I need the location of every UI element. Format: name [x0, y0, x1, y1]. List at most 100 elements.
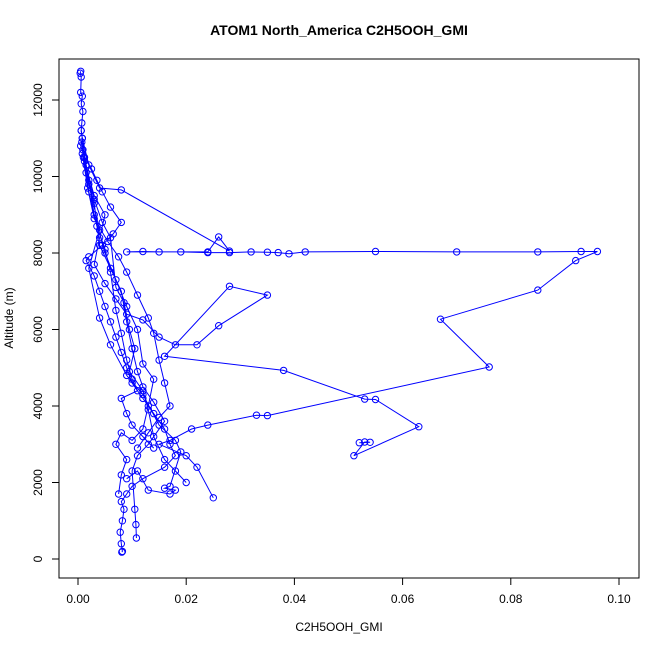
data-point	[144, 314, 153, 322]
data-point	[182, 452, 190, 460]
data-point	[285, 250, 293, 258]
data-point	[106, 318, 115, 326]
data-point	[106, 341, 115, 349]
series	[79, 153, 423, 460]
data-point	[166, 440, 174, 448]
data-point	[76, 69, 84, 77]
data-point	[90, 195, 98, 204]
x-tick-label: 0.04	[283, 592, 307, 606]
data-point	[263, 248, 272, 256]
data-point	[177, 248, 185, 256]
data-point	[128, 436, 136, 445]
series-line	[81, 142, 166, 539]
data-point	[128, 467, 136, 475]
data-point	[117, 471, 126, 479]
data-point	[117, 186, 126, 194]
data-point	[133, 467, 142, 475]
data-point	[112, 283, 120, 292]
data-point	[118, 548, 126, 556]
data-point	[225, 248, 234, 257]
series-line	[81, 153, 171, 449]
data-point	[160, 484, 169, 492]
data-point	[415, 423, 423, 431]
data-point	[144, 406, 153, 414]
data-point	[85, 264, 93, 272]
data-point	[577, 247, 585, 256]
data-point	[120, 505, 128, 513]
data-point	[117, 394, 126, 403]
data-point	[350, 452, 358, 460]
y-tick-label: 10000	[31, 159, 45, 193]
data-point	[453, 248, 461, 256]
y-tick-label: 2000	[31, 469, 45, 496]
data-point	[160, 379, 169, 387]
data-point	[171, 486, 180, 494]
data-point	[247, 248, 255, 256]
data-point	[79, 107, 87, 116]
data-point	[125, 367, 134, 376]
data-point	[112, 295, 120, 303]
data-point	[177, 448, 185, 456]
data-point	[263, 411, 272, 420]
data-point	[139, 247, 147, 256]
data-point	[133, 387, 142, 395]
data-point	[150, 329, 158, 337]
data-point	[131, 505, 139, 513]
data-point	[117, 497, 126, 506]
data-point	[106, 203, 115, 211]
data-point	[77, 126, 85, 135]
data-point	[78, 149, 87, 158]
data-point	[144, 486, 153, 494]
chart-title: ATOM1 North_America C2H5OOH_GMI	[210, 22, 468, 38]
data-point	[160, 463, 169, 471]
data-point	[93, 176, 101, 185]
data-point	[123, 356, 131, 364]
data-point	[114, 490, 123, 498]
data-point	[139, 425, 147, 433]
data-point	[106, 268, 115, 276]
data-point	[78, 119, 86, 127]
data-point	[160, 425, 169, 433]
data-point	[90, 272, 98, 280]
x-axis-label: C2H5OOH_GMI	[295, 620, 382, 634]
y-tick-label: 6000	[31, 316, 45, 343]
data-point	[132, 534, 141, 542]
data-point	[112, 333, 120, 341]
data-point	[193, 463, 201, 471]
data-point	[171, 341, 180, 349]
data-point	[155, 413, 163, 422]
data-point	[355, 439, 363, 447]
data-point	[117, 329, 126, 337]
y-tick-label: 4000	[31, 392, 45, 419]
data-point	[150, 444, 158, 452]
data-point	[117, 540, 126, 548]
data-point	[139, 432, 147, 441]
x-tick-label: 0.00	[66, 592, 90, 606]
data-point	[279, 366, 288, 375]
data-point	[98, 218, 107, 227]
data-point	[274, 248, 282, 257]
data-point	[252, 411, 261, 419]
data-point	[144, 440, 153, 448]
data-point	[77, 100, 85, 108]
data-point	[144, 429, 153, 437]
data-point	[82, 161, 90, 169]
data-point	[125, 325, 134, 334]
series-line	[85, 164, 187, 483]
data-point	[485, 363, 493, 371]
data-point	[90, 260, 98, 269]
data-point	[215, 233, 223, 241]
data-point	[155, 356, 163, 364]
data-point	[95, 287, 104, 295]
data-point	[150, 432, 158, 441]
data-point	[160, 417, 169, 425]
data-point	[150, 409, 158, 418]
data-point	[132, 520, 140, 529]
data-point	[534, 248, 542, 256]
data-point	[209, 494, 218, 502]
series-line	[84, 161, 155, 449]
data-point	[371, 247, 380, 256]
data-point	[171, 436, 180, 445]
data-point	[101, 211, 109, 219]
data-point	[79, 146, 87, 154]
